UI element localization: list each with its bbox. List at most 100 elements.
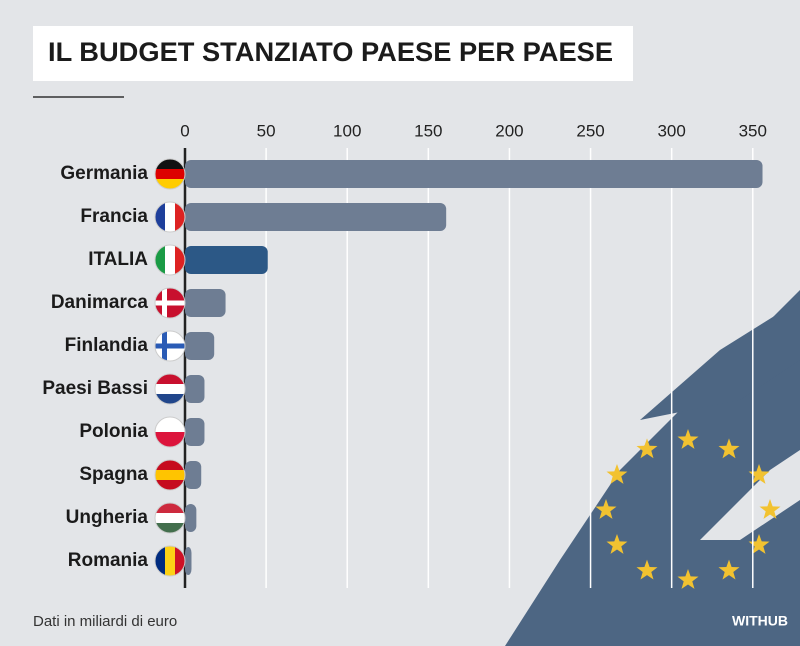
bar — [185, 504, 197, 532]
x-tick-label: 350 — [739, 121, 767, 140]
flag-outline — [154, 330, 186, 362]
flag — [154, 330, 186, 362]
flag-outline — [154, 244, 186, 276]
flag — [154, 416, 186, 448]
flag-stripe — [155, 374, 185, 385]
flag — [154, 287, 186, 319]
flag-body — [155, 288, 185, 318]
flag-stripe — [175, 245, 185, 275]
flag-stripe — [155, 417, 185, 433]
bar — [185, 289, 226, 317]
star — [595, 499, 617, 519]
flag-outline — [154, 502, 186, 534]
bar — [185, 375, 205, 403]
flag-cross — [155, 300, 185, 306]
flag-body — [155, 202, 185, 232]
y-tick-label: Paesi Bassi — [42, 378, 148, 399]
chart-title: IL BUDGET STANZIATO PAESE PER PAESE — [48, 37, 613, 67]
y-tick-label: Ungheria — [66, 507, 149, 528]
flag-stripe — [155, 460, 185, 471]
eu-stars — [595, 429, 781, 589]
flag-stripe — [155, 432, 185, 447]
flag-body — [155, 159, 185, 189]
flag-stripe — [155, 546, 166, 576]
bar — [185, 160, 763, 188]
brush-stroke — [640, 300, 800, 420]
y-tick-label: Romania — [68, 550, 149, 571]
flag-body — [155, 460, 185, 490]
title-box — [33, 26, 633, 81]
flag-outline — [154, 201, 186, 233]
flag — [154, 373, 186, 405]
eu-decoration — [505, 290, 800, 646]
y-tick-label: Danimarca — [51, 292, 149, 313]
note: Dati in miliardi di euro — [33, 613, 177, 630]
flag-stripe — [155, 169, 185, 180]
flag — [154, 158, 186, 190]
flag — [154, 545, 186, 577]
flag-stripe — [175, 202, 185, 232]
flag-stripe — [165, 546, 176, 576]
flag-stripe — [155, 179, 185, 189]
flag-outline — [154, 287, 186, 319]
x-tick-label: 300 — [657, 121, 685, 140]
brush-gap — [700, 450, 800, 540]
flag-outline — [154, 373, 186, 405]
star — [606, 464, 628, 484]
star — [759, 499, 781, 519]
star — [636, 559, 658, 580]
flag-stripe — [155, 480, 185, 490]
star — [677, 569, 699, 589]
x-tick-label: 50 — [257, 121, 276, 140]
source: WITHUB — [732, 613, 788, 629]
flag-outline — [154, 459, 186, 491]
y-tick-label: Germania — [60, 163, 148, 184]
flag-stripe — [155, 384, 185, 395]
x-tick-label: 100 — [333, 121, 361, 140]
x-tick-label: 150 — [414, 121, 442, 140]
flag-stripe — [165, 245, 176, 275]
y-tick-label: Francia — [80, 206, 148, 227]
flag-stripe — [165, 202, 176, 232]
flag-body — [155, 245, 185, 275]
bar — [185, 418, 205, 446]
bar — [185, 461, 202, 489]
flag-stripe — [155, 394, 185, 404]
flag-stripe — [155, 159, 185, 170]
flag-body — [155, 546, 185, 576]
flag-outline — [154, 158, 186, 190]
x-tick-label: 250 — [576, 121, 604, 140]
flag — [154, 201, 186, 233]
flag-body — [155, 503, 185, 533]
star — [636, 438, 658, 459]
star — [606, 534, 628, 554]
flag — [154, 502, 186, 534]
bar — [185, 332, 215, 360]
bar — [185, 246, 268, 274]
flag-stripe — [155, 523, 185, 533]
flag-stripe — [155, 503, 185, 514]
flag-stripe — [155, 245, 166, 275]
flag-outline — [154, 416, 186, 448]
x-tick-label: 200 — [495, 121, 523, 140]
flag — [154, 459, 186, 491]
bar — [185, 203, 447, 231]
flag-stripe — [175, 546, 185, 576]
flag-body — [155, 331, 185, 361]
y-tick-label: ITALIA — [88, 249, 148, 270]
y-tick-label: Finlandia — [65, 335, 149, 356]
flag-body — [155, 374, 185, 404]
y-tick-label: Polonia — [79, 421, 148, 442]
star — [748, 464, 770, 484]
flag-stripe — [155, 202, 166, 232]
y-tick-label: Spagna — [79, 464, 148, 485]
star — [718, 438, 740, 459]
x-tick-label: 0 — [180, 121, 189, 140]
flag — [154, 244, 186, 276]
star — [677, 429, 699, 449]
flag-outline — [154, 545, 186, 577]
flag-stripe — [155, 470, 185, 481]
flag-body — [155, 417, 185, 447]
flag-cross — [155, 343, 185, 349]
